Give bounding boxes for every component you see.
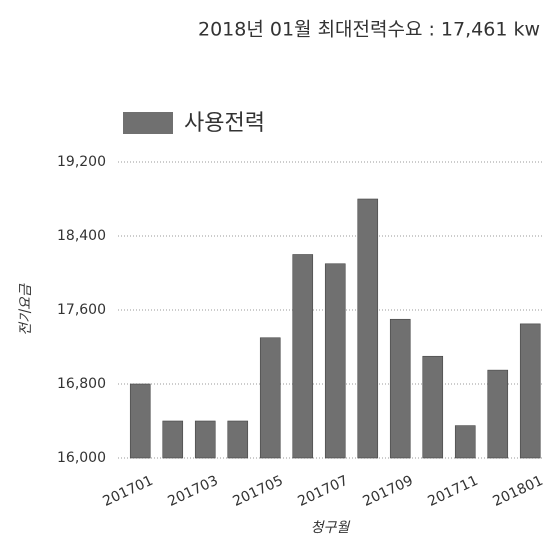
x-tick-label: 201801 — [490, 473, 544, 510]
legend-label: 사용전력 — [184, 111, 265, 136]
y-tick-label: 16,000 — [57, 450, 106, 466]
y-tick-label: 17,600 — [57, 302, 106, 318]
x-axis-label: 청구월 — [311, 520, 351, 536]
bar — [389, 318, 411, 459]
bar — [519, 323, 541, 459]
chart-title: 2018년 01월 최대전력수요 : 17,461 kw — [198, 19, 540, 41]
bar — [357, 198, 379, 459]
bar — [129, 383, 151, 459]
bar — [227, 420, 249, 459]
bar — [487, 369, 509, 459]
x-tick-label: 201705 — [230, 473, 285, 510]
y-tick-label: 16,800 — [57, 376, 106, 392]
y-tick-label: 19,200 — [57, 154, 106, 170]
bar — [422, 355, 444, 459]
bar — [162, 420, 184, 459]
legend-swatch — [123, 112, 173, 134]
bar — [194, 420, 216, 459]
bar — [324, 263, 346, 459]
x-tick-label: 201701 — [100, 473, 155, 510]
y-axis-label: 전기요금 — [18, 283, 34, 336]
bar — [454, 425, 476, 459]
x-tick-label: 201711 — [425, 473, 480, 510]
y-tick-label: 18,400 — [57, 228, 106, 244]
bar — [292, 254, 314, 459]
x-tick-label: 201703 — [165, 473, 220, 510]
bar — [259, 337, 281, 459]
x-tick-label: 201709 — [360, 473, 415, 510]
x-tick-label: 201707 — [295, 473, 350, 510]
